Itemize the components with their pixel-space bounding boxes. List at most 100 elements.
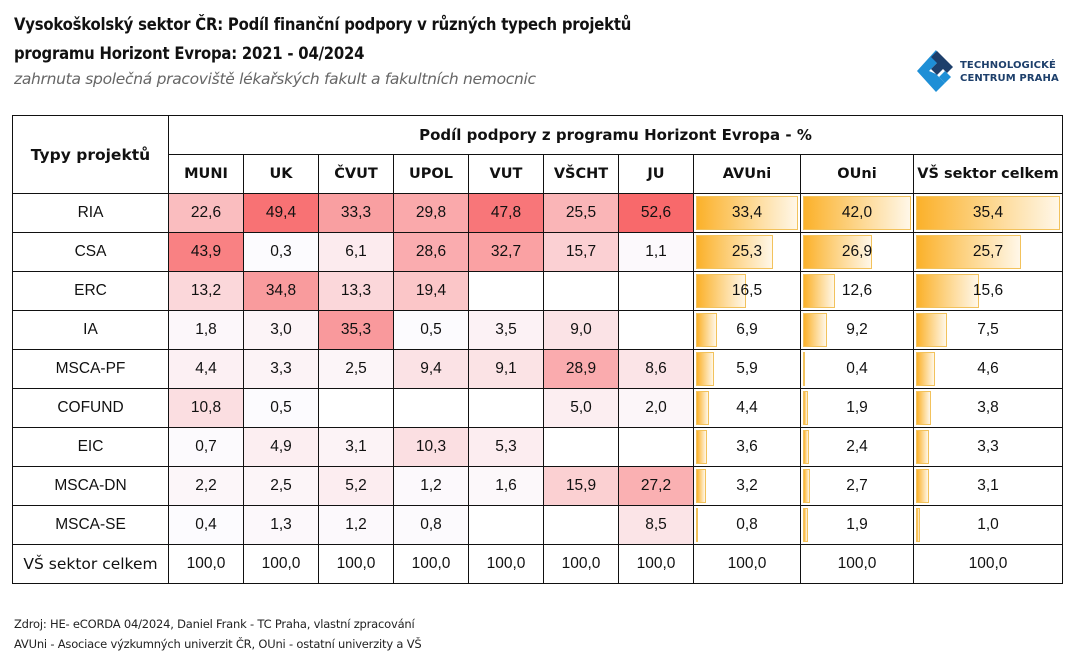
data-bar [803, 391, 808, 425]
data-bar [916, 391, 932, 425]
cell-value: 3,3 [270, 360, 292, 377]
databar-cell: 1,9 [800, 388, 914, 428]
data-bar [696, 235, 774, 269]
databar-cell: 7,5 [913, 310, 1063, 350]
data-bar [696, 274, 747, 308]
total-cell: 100,0 [318, 544, 394, 584]
databar-cell: 0,8 [693, 505, 801, 545]
row-label: IA [12, 310, 169, 350]
column-group-label: Podíl podpory z programu Horizont Evropa… [168, 115, 1063, 155]
databar-cell: 1,9 [800, 505, 914, 545]
cell-value: 9,1 [495, 360, 517, 377]
heatmap-cell: 9,1 [468, 349, 544, 389]
cell-value: 1,1 [645, 243, 667, 260]
heatmap-cell: 0,3 [243, 232, 319, 272]
heatmap-cell [618, 427, 694, 467]
cell-value: 52,6 [640, 204, 672, 221]
cell-value: 3,1 [345, 438, 367, 455]
logo-line-2: CENTRUM PRAHA [960, 73, 1059, 84]
databar-cell: 9,2 [800, 310, 914, 350]
cell-value: 4,4 [195, 360, 217, 377]
cell-value: 6,9 [736, 321, 758, 338]
cell-value: 5,9 [736, 360, 758, 377]
cell-value: 13,3 [340, 282, 372, 299]
heatmap-cell: 1,8 [168, 310, 244, 350]
cell-value: 35,3 [340, 321, 372, 338]
cell-value: 43,9 [190, 243, 222, 260]
heatmap-cell [318, 388, 394, 428]
cell-value: 1,9 [846, 516, 868, 533]
heatmap-cell: 15,7 [543, 232, 619, 272]
heatmap-cell: 8,6 [618, 349, 694, 389]
cell-value: 3,1 [977, 477, 999, 494]
cell-value: 0,7 [195, 438, 217, 455]
heatmap-cell: 10,8 [168, 388, 244, 428]
total-row-label: VŠ sektor celkem [12, 544, 169, 584]
table-row: IA 1,8 3,0 35,3 0,5 3,5 9,0 6,9 9,2 7,5 [12, 310, 1063, 350]
cell-value: 26,9 [841, 243, 873, 260]
databar-cell: 3,8 [913, 388, 1063, 428]
table-row: ERC 13,2 34,8 13,3 19,4 16,5 12,6 15,6 [12, 271, 1063, 311]
cell-value: 3,6 [736, 438, 758, 455]
heatmap-cell: 0,5 [243, 388, 319, 428]
data-bar [696, 196, 798, 230]
heatmap-cell: 35,3 [318, 310, 394, 350]
cell-value: 34,8 [265, 282, 297, 299]
data-bar [803, 352, 805, 386]
table-row: EIC 0,7 4,9 3,1 10,3 5,3 3,6 2,4 3,3 [12, 427, 1063, 467]
databar-cell: 25,7 [913, 232, 1063, 272]
cell-value: 0,3 [270, 243, 292, 260]
heatmap-cell: 2,5 [318, 349, 394, 389]
heatmap-cell: 2,5 [243, 466, 319, 506]
cell-value: 1,2 [420, 477, 442, 494]
heatmap-cell [468, 388, 544, 428]
cell-value: 28,6 [415, 243, 447, 260]
data-bar [803, 313, 827, 347]
total-cell: 100,0 [543, 544, 619, 584]
cell-value: 3,5 [495, 321, 517, 338]
databar-cell: 2,7 [800, 466, 914, 506]
cell-value: 47,8 [490, 204, 522, 221]
heatmap-cell: 3,5 [468, 310, 544, 350]
source-note: Zdroj: HE- eCORDA 04/2024, Daniel Frank … [14, 617, 415, 631]
databar-cell: 42,0 [800, 193, 914, 233]
column-header: AVUni [693, 154, 801, 194]
data-bar [916, 313, 947, 347]
cell-value: 9,2 [846, 321, 868, 338]
cell-value: 10,3 [415, 438, 447, 455]
cell-value: 9,4 [420, 360, 442, 377]
data-bar [696, 313, 718, 347]
heatmap-cell: 5,0 [543, 388, 619, 428]
data-bar [803, 430, 810, 464]
table-row: RIA 22,6 49,4 33,3 29,8 47,8 25,5 52,6 33,4 42,0 3… [12, 193, 1063, 233]
heatmap-cell: 0,7 [168, 427, 244, 467]
cell-value: 10,8 [190, 399, 222, 416]
heatmap-cell [543, 271, 619, 311]
cell-value: 5,0 [570, 399, 592, 416]
total-cell: 100,0 [468, 544, 544, 584]
total-cell: 100,0 [618, 544, 694, 584]
cell-value: 33,4 [731, 204, 763, 221]
databar-cell: 6,9 [693, 310, 801, 350]
heatmap-cell: 2,0 [618, 388, 694, 428]
databar-cell: 2,4 [800, 427, 914, 467]
databar-cell: 0,4 [800, 349, 914, 389]
data-bar [803, 469, 810, 503]
cell-value: 1,0 [977, 516, 999, 533]
heatmap-cell: 6,1 [318, 232, 394, 272]
cell-value: 8,6 [645, 360, 667, 377]
cell-value: 15,6 [972, 282, 1004, 299]
heatmap-cell [618, 271, 694, 311]
cell-value: 0,5 [420, 321, 442, 338]
cell-value: 4,9 [270, 438, 292, 455]
cell-value: 7,5 [977, 321, 999, 338]
cell-value: 12,6 [841, 282, 873, 299]
cell-value: 0,4 [846, 360, 868, 377]
total-cell: 100,0 [243, 544, 319, 584]
databar-cell: 26,9 [800, 232, 914, 272]
databar-cell: 1,0 [913, 505, 1063, 545]
heatmap-cell: 0,8 [393, 505, 469, 545]
data-bar [803, 196, 911, 230]
heatmap-cell: 34,8 [243, 271, 319, 311]
column-header: MUNI [168, 154, 244, 194]
